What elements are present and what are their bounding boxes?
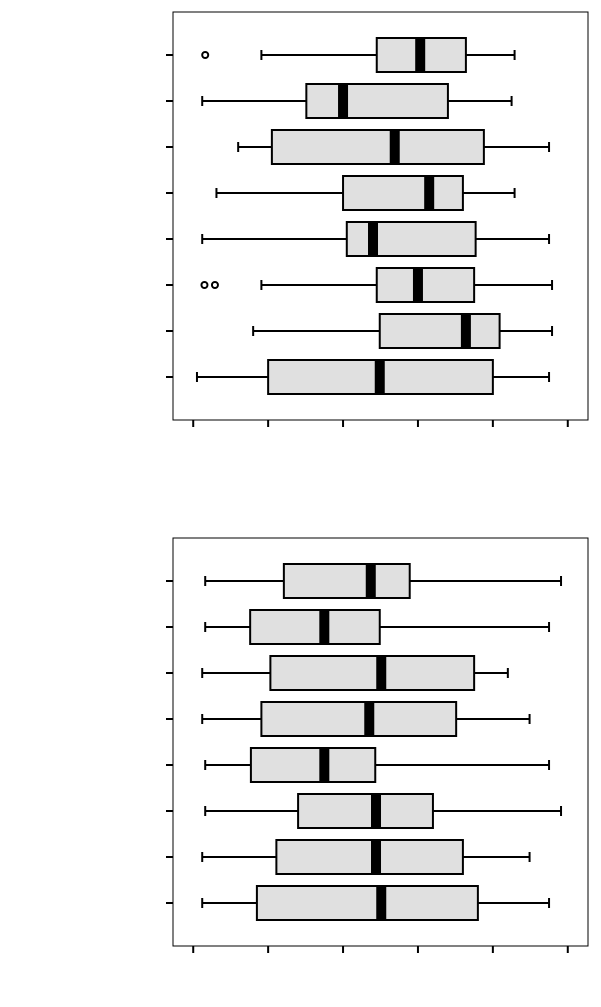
- median: [460, 314, 471, 348]
- median: [389, 130, 400, 164]
- median: [319, 748, 330, 782]
- box: [297, 793, 434, 829]
- outlier: [200, 281, 209, 289]
- box: [270, 129, 485, 165]
- box: [275, 839, 464, 875]
- box: [255, 885, 479, 921]
- box: [342, 175, 464, 211]
- box: [305, 83, 449, 119]
- box: [260, 701, 458, 737]
- median: [338, 84, 349, 118]
- median: [371, 794, 382, 828]
- median: [376, 886, 387, 920]
- box: [249, 747, 377, 783]
- median: [364, 702, 375, 736]
- median: [368, 222, 379, 256]
- median: [371, 840, 382, 874]
- box: [345, 221, 477, 257]
- median: [374, 360, 385, 394]
- outlier: [201, 51, 210, 59]
- median: [376, 656, 387, 690]
- box: [269, 655, 476, 691]
- median: [365, 564, 376, 598]
- median: [319, 610, 330, 644]
- plot-frame: [172, 11, 589, 421]
- outlier: [210, 281, 219, 289]
- median: [415, 38, 426, 72]
- box: [375, 267, 476, 303]
- box: [249, 609, 381, 645]
- box: [282, 563, 411, 599]
- median: [424, 176, 435, 210]
- plot-frame: [172, 537, 589, 947]
- box: [378, 313, 501, 349]
- median: [412, 268, 423, 302]
